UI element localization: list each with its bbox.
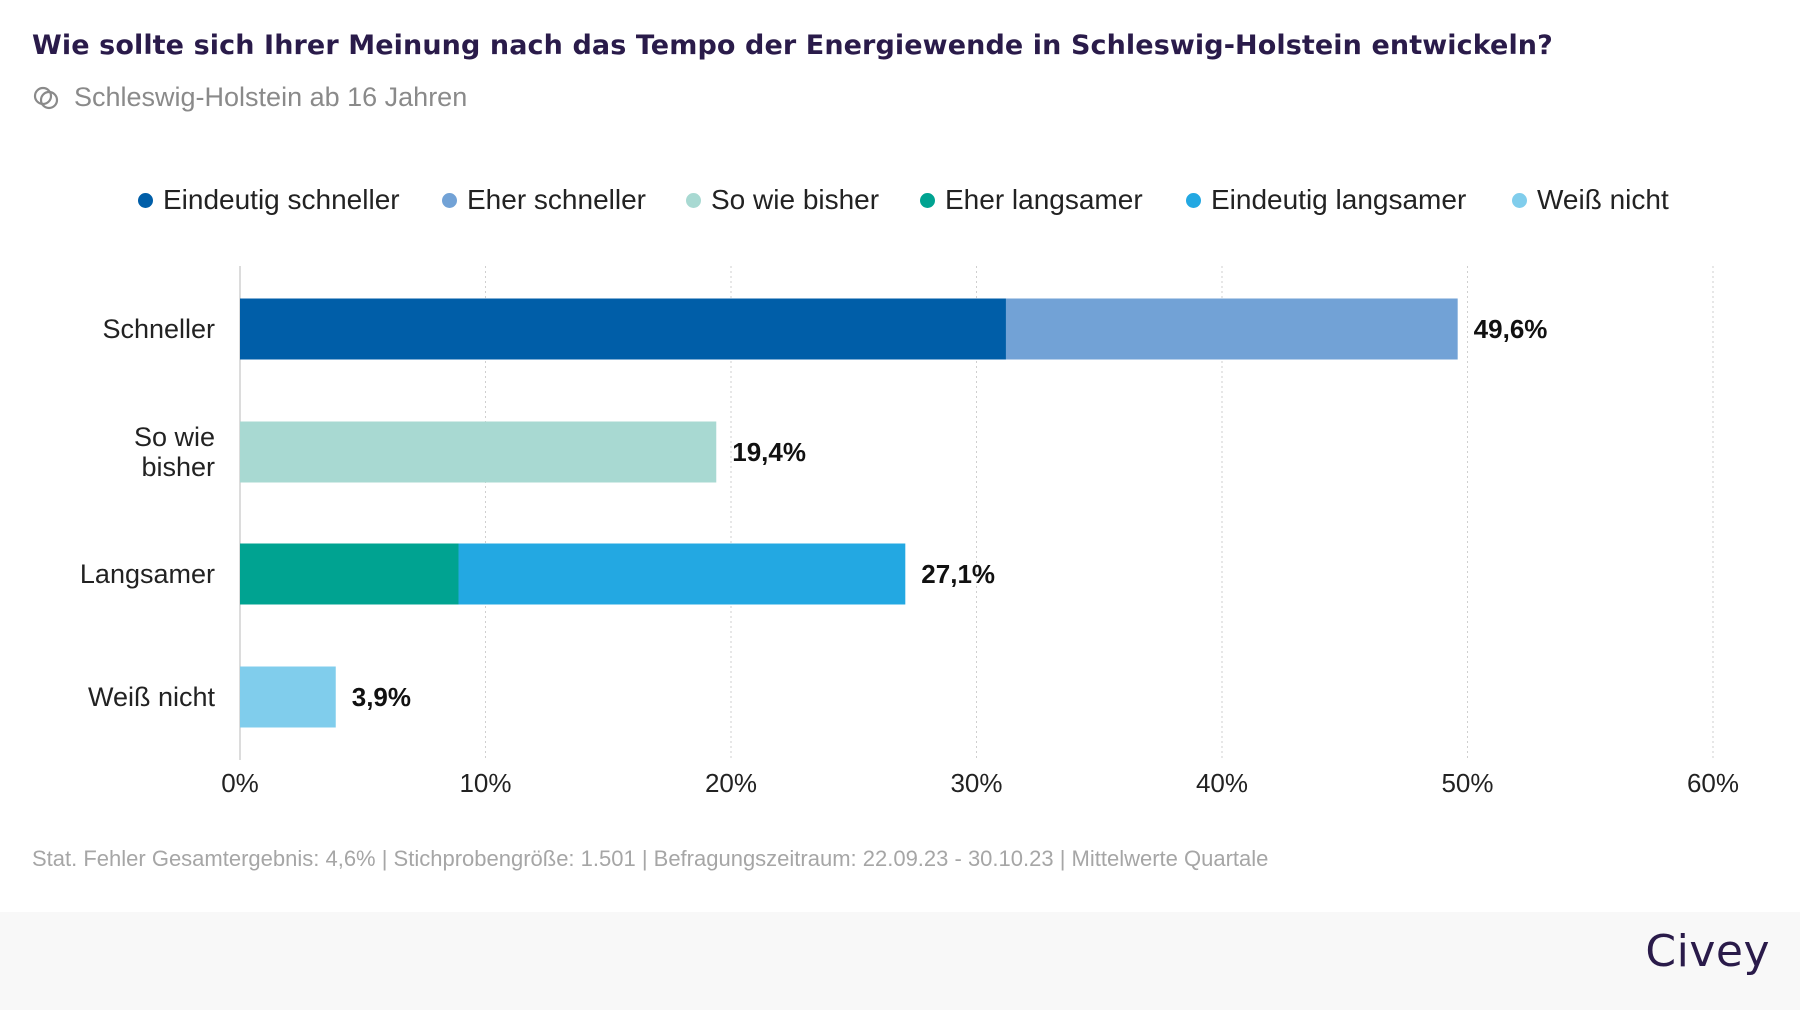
legend-item: So wie bisher — [686, 182, 879, 218]
bar-segment — [1005, 298, 1458, 360]
bar-chart: 0% 10% 20% 30% 40% 50% 60% 49,6% Schneller 19,4% S… — [80, 266, 1739, 798]
subtitle-row: Schleswig-Holstein ab 16 Jahren — [32, 82, 467, 113]
bar-value-label: 27,1% — [921, 559, 995, 589]
bar-segment — [240, 543, 459, 605]
category-label: Weiß nicht — [88, 682, 216, 712]
legend-item: Eher schneller — [442, 182, 646, 218]
legend-label: Eindeutig langsamer — [1211, 184, 1467, 215]
legend-swatch — [686, 192, 701, 208]
footnote: Stat. Fehler Gesamtergebnis: 4,6% | Stic… — [32, 846, 1269, 871]
legend-item: Eher langsamer — [920, 182, 1143, 218]
bar-value-label: 3,9% — [352, 682, 411, 712]
chart-subtitle: Schleswig-Holstein ab 16 Jahren — [74, 82, 468, 112]
legend-item: Weiß nicht — [1512, 182, 1669, 218]
bar-value-label: 49,6% — [1474, 314, 1548, 344]
legend-label: Eindeutig schneller — [163, 184, 400, 215]
bar-value-label: 19,4% — [732, 437, 806, 467]
category-label: Langsamer — [80, 559, 215, 589]
x-tick-label: 30% — [950, 768, 1002, 798]
category-label: bisher — [141, 452, 215, 482]
bar-segment — [240, 298, 1006, 360]
legend-swatch — [1512, 192, 1527, 208]
bar-segment — [240, 666, 336, 728]
legend-label: Eher schneller — [467, 184, 646, 215]
bar-segment — [240, 421, 717, 483]
chart-title: Wie sollte sich Ihrer Meinung nach das T… — [32, 30, 1553, 61]
x-tick-label: 20% — [705, 768, 757, 798]
legend-label: Weiß nicht — [1537, 184, 1669, 215]
x-tick-label: 50% — [1441, 768, 1493, 798]
x-tick-label: 60% — [1687, 768, 1739, 798]
legend-swatch — [138, 192, 153, 208]
x-tick-label: 10% — [459, 768, 511, 798]
legend-item: Eindeutig schneller — [138, 182, 400, 218]
legend-swatch — [1186, 192, 1201, 208]
legend-label: So wie bisher — [711, 184, 880, 215]
bar-segment — [458, 543, 906, 605]
category-label: So wie — [134, 422, 215, 452]
legend-item: Eindeutig langsamer — [1186, 182, 1466, 218]
footer: Civey — [0, 912, 1800, 1010]
x-tick-label: 40% — [1196, 768, 1248, 798]
legend-swatch — [920, 192, 935, 208]
overlapping-circles-icon — [33, 86, 59, 109]
legend-swatch — [442, 192, 457, 208]
x-tick-label: 0% — [221, 768, 259, 798]
legend: Eindeutig schneller Eher schneller So wie … — [0, 182, 1800, 218]
legend-label: Eher langsamer — [945, 184, 1143, 215]
brand-logo: Civey — [1645, 926, 1770, 977]
category-label: Schneller — [102, 314, 215, 344]
